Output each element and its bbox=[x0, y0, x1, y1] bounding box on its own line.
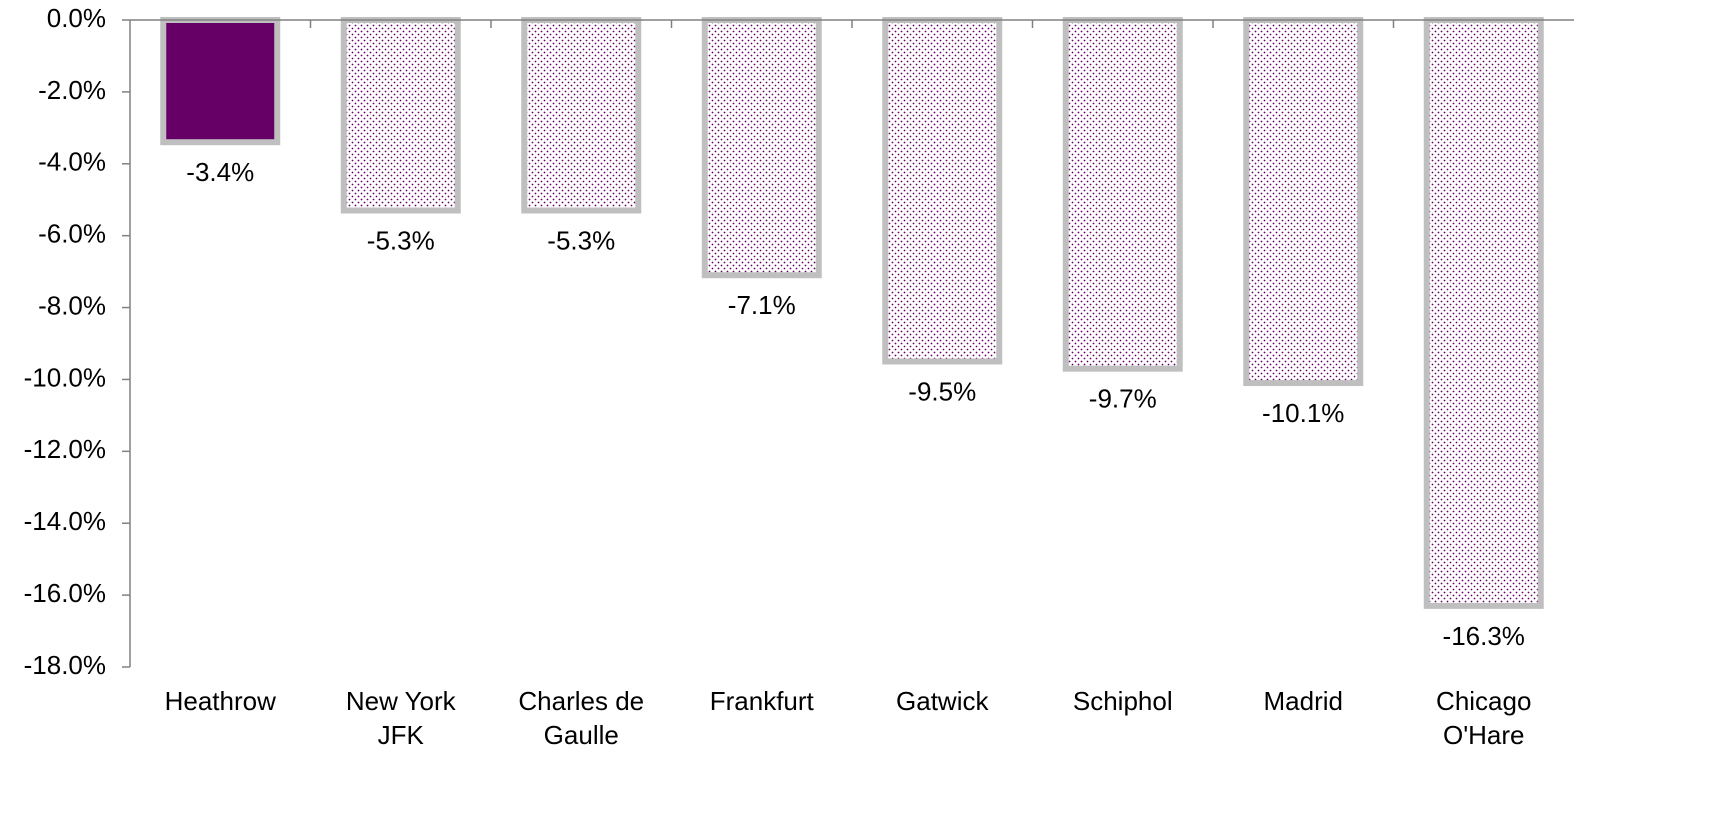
value-label: -7.1% bbox=[728, 290, 796, 320]
value-label: -5.3% bbox=[547, 225, 615, 255]
value-label: -9.5% bbox=[908, 376, 976, 406]
y-tick-label: -14.0% bbox=[24, 506, 106, 536]
y-tick-label: -8.0% bbox=[38, 290, 106, 320]
bar bbox=[1062, 17, 1183, 372]
y-tick-label: -18.0% bbox=[24, 650, 106, 680]
y-tick-label: -2.0% bbox=[38, 75, 106, 105]
bar bbox=[882, 17, 1003, 365]
bar bbox=[1243, 17, 1364, 387]
y-tick-label: -10.0% bbox=[24, 362, 106, 392]
value-label: -5.3% bbox=[367, 225, 435, 255]
x-tick-label: Chicago O'Hare bbox=[1436, 686, 1531, 750]
y-tick-label: 0.0% bbox=[47, 3, 106, 33]
bar bbox=[340, 17, 461, 214]
x-tick-label: Schiphol bbox=[1073, 686, 1173, 716]
y-tick-label: -16.0% bbox=[24, 578, 106, 608]
value-label: -10.1% bbox=[1262, 398, 1344, 428]
bar bbox=[160, 17, 281, 146]
y-tick-label: -6.0% bbox=[38, 219, 106, 249]
x-tick-label: Frankfurt bbox=[710, 686, 815, 716]
y-tick-label: -12.0% bbox=[24, 434, 106, 464]
value-label: -16.3% bbox=[1443, 621, 1525, 651]
x-tick-label: Madrid bbox=[1264, 686, 1343, 716]
bar bbox=[1423, 17, 1544, 609]
y-tick-label: -4.0% bbox=[38, 147, 106, 177]
value-label: -9.7% bbox=[1089, 384, 1157, 414]
x-tick-label: Charles de Gaulle bbox=[518, 686, 644, 750]
value-label: -3.4% bbox=[186, 157, 254, 187]
bar bbox=[701, 17, 822, 279]
bar bbox=[521, 17, 642, 214]
x-tick-label: Gatwick bbox=[896, 686, 989, 716]
x-tick-label: Heathrow bbox=[165, 686, 276, 716]
x-tick-label: New York JFK bbox=[346, 686, 457, 750]
